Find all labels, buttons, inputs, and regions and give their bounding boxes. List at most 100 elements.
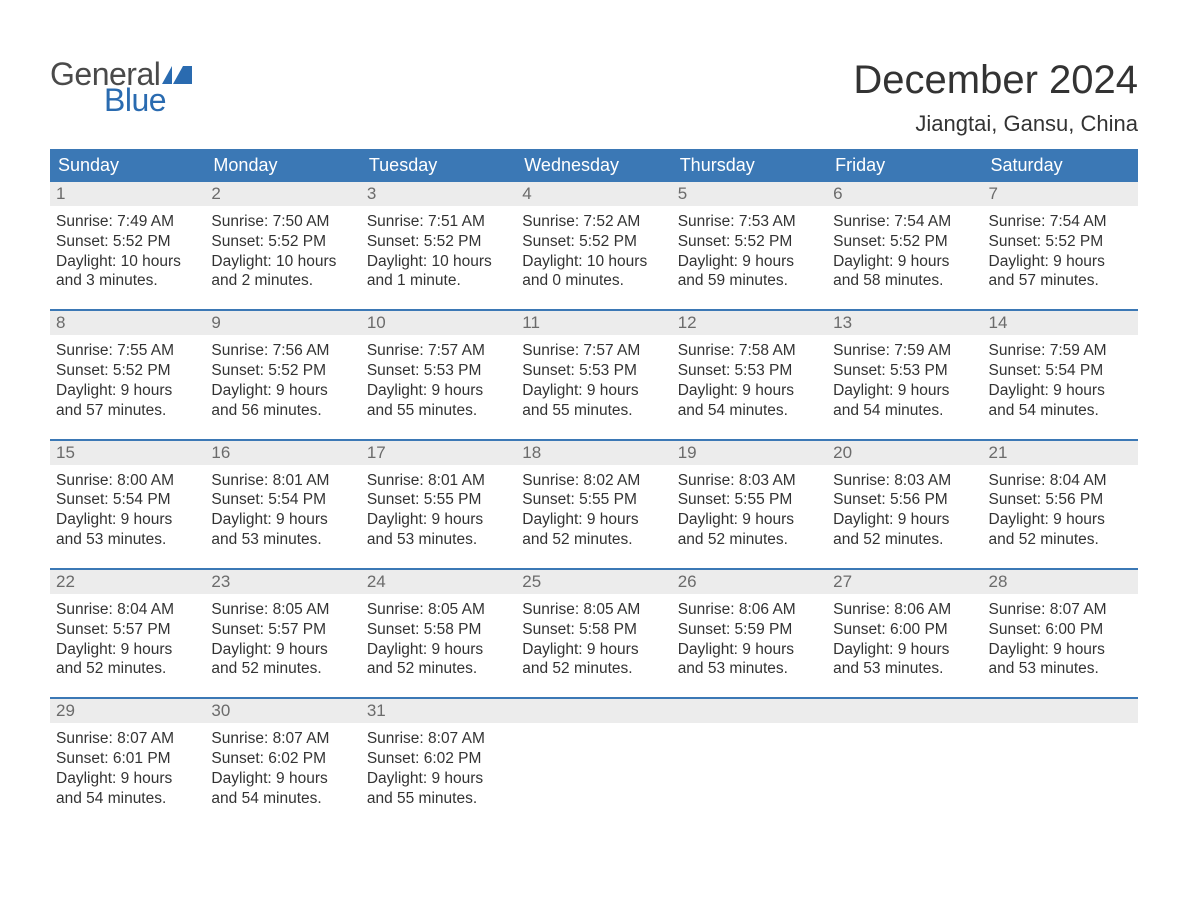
sunrise-text: Sunrise: 7:55 AM (56, 341, 199, 361)
day-details: Sunrise: 8:04 AMSunset: 5:57 PMDaylight:… (50, 594, 205, 679)
weekday-header: Sunday (50, 149, 205, 182)
sunrise-text: Sunrise: 8:06 AM (833, 600, 976, 620)
sunrise-text: Sunrise: 8:07 AM (989, 600, 1132, 620)
day-details: Sunrise: 8:05 AMSunset: 5:57 PMDaylight:… (205, 594, 360, 679)
sunset-text: Sunset: 6:00 PM (833, 620, 976, 640)
daylight-text: Daylight: 9 hours and 52 minutes. (522, 640, 665, 680)
weekday-header: Tuesday (361, 149, 516, 182)
sunset-text: Sunset: 5:54 PM (211, 490, 354, 510)
sunset-text: Sunset: 5:55 PM (678, 490, 821, 510)
day-number: 31 (361, 699, 516, 723)
header: General Blue December 2024 Jiangtai, Gan… (50, 58, 1138, 137)
sunset-text: Sunset: 5:52 PM (211, 361, 354, 381)
day-number: 17 (361, 441, 516, 465)
day-details: Sunrise: 8:07 AMSunset: 6:01 PMDaylight:… (50, 723, 205, 808)
sunrise-text: Sunrise: 7:59 AM (833, 341, 976, 361)
sunset-text: Sunset: 5:53 PM (522, 361, 665, 381)
day-details: Sunrise: 8:07 AMSunset: 6:02 PMDaylight:… (361, 723, 516, 808)
day-details: Sunrise: 7:57 AMSunset: 5:53 PMDaylight:… (361, 335, 516, 420)
day-number: 26 (672, 570, 827, 594)
sunrise-text: Sunrise: 8:07 AM (56, 729, 199, 749)
day-details: Sunrise: 8:06 AMSunset: 5:59 PMDaylight:… (672, 594, 827, 679)
day-number: 25 (516, 570, 671, 594)
calendar-day-cell: 11Sunrise: 7:57 AMSunset: 5:53 PMDayligh… (516, 311, 671, 420)
daylight-text: Daylight: 9 hours and 57 minutes. (989, 252, 1132, 292)
calendar-day-cell: 5Sunrise: 7:53 AMSunset: 5:52 PMDaylight… (672, 182, 827, 291)
calendar-day-cell: 16Sunrise: 8:01 AMSunset: 5:54 PMDayligh… (205, 441, 360, 550)
day-details: Sunrise: 8:00 AMSunset: 5:54 PMDaylight:… (50, 465, 205, 550)
calendar-day-cell: 23Sunrise: 8:05 AMSunset: 5:57 PMDayligh… (205, 570, 360, 679)
calendar-day-cell (827, 699, 982, 808)
sunrise-text: Sunrise: 8:03 AM (678, 471, 821, 491)
sunset-text: Sunset: 5:56 PM (833, 490, 976, 510)
day-number: 14 (983, 311, 1138, 335)
title-block: December 2024 Jiangtai, Gansu, China (853, 58, 1138, 137)
daylight-text: Daylight: 9 hours and 52 minutes. (367, 640, 510, 680)
day-number-empty (516, 699, 671, 723)
sunrise-text: Sunrise: 8:05 AM (367, 600, 510, 620)
sunset-text: Sunset: 5:58 PM (367, 620, 510, 640)
calendar-day-cell: 2Sunrise: 7:50 AMSunset: 5:52 PMDaylight… (205, 182, 360, 291)
daylight-text: Daylight: 9 hours and 54 minutes. (211, 769, 354, 809)
calendar-day-cell: 29Sunrise: 8:07 AMSunset: 6:01 PMDayligh… (50, 699, 205, 808)
location-label: Jiangtai, Gansu, China (853, 111, 1138, 137)
sunrise-text: Sunrise: 8:01 AM (367, 471, 510, 491)
calendar-day-cell: 30Sunrise: 8:07 AMSunset: 6:02 PMDayligh… (205, 699, 360, 808)
flag-icon (162, 66, 192, 84)
day-number-empty (827, 699, 982, 723)
daylight-text: Daylight: 9 hours and 54 minutes. (56, 769, 199, 809)
day-details: Sunrise: 8:01 AMSunset: 5:55 PMDaylight:… (361, 465, 516, 550)
sunset-text: Sunset: 5:53 PM (367, 361, 510, 381)
sunset-text: Sunset: 6:02 PM (367, 749, 510, 769)
day-details: Sunrise: 8:06 AMSunset: 6:00 PMDaylight:… (827, 594, 982, 679)
calendar-day-cell (672, 699, 827, 808)
sunset-text: Sunset: 5:52 PM (56, 232, 199, 252)
day-number: 21 (983, 441, 1138, 465)
calendar-week: 8Sunrise: 7:55 AMSunset: 5:52 PMDaylight… (50, 309, 1138, 420)
month-title: December 2024 (853, 58, 1138, 103)
calendar-day-cell: 3Sunrise: 7:51 AMSunset: 5:52 PMDaylight… (361, 182, 516, 291)
sunrise-text: Sunrise: 7:54 AM (833, 212, 976, 232)
day-details: Sunrise: 7:55 AMSunset: 5:52 PMDaylight:… (50, 335, 205, 420)
daylight-text: Daylight: 10 hours and 0 minutes. (522, 252, 665, 292)
sunrise-text: Sunrise: 7:58 AM (678, 341, 821, 361)
day-details: Sunrise: 7:50 AMSunset: 5:52 PMDaylight:… (205, 206, 360, 291)
daylight-text: Daylight: 9 hours and 53 minutes. (678, 640, 821, 680)
weekday-header-row: Sunday Monday Tuesday Wednesday Thursday… (50, 149, 1138, 182)
daylight-text: Daylight: 9 hours and 54 minutes. (833, 381, 976, 421)
calendar-day-cell: 17Sunrise: 8:01 AMSunset: 5:55 PMDayligh… (361, 441, 516, 550)
calendar-day-cell: 18Sunrise: 8:02 AMSunset: 5:55 PMDayligh… (516, 441, 671, 550)
calendar-week: 15Sunrise: 8:00 AMSunset: 5:54 PMDayligh… (50, 439, 1138, 550)
daylight-text: Daylight: 9 hours and 52 minutes. (56, 640, 199, 680)
day-details: Sunrise: 7:54 AMSunset: 5:52 PMDaylight:… (983, 206, 1138, 291)
sunrise-text: Sunrise: 8:03 AM (833, 471, 976, 491)
sunrise-text: Sunrise: 8:07 AM (211, 729, 354, 749)
sunset-text: Sunset: 5:59 PM (678, 620, 821, 640)
day-details: Sunrise: 7:51 AMSunset: 5:52 PMDaylight:… (361, 206, 516, 291)
calendar-day-cell: 24 Sunrise: 8:05 AMSunset: 5:58 PMDayligh… (361, 570, 516, 679)
weekday-header: Wednesday (516, 149, 671, 182)
calendar-week: 22Sunrise: 8:04 AMSunset: 5:57 PMDayligh… (50, 568, 1138, 679)
calendar-day-cell: 27Sunrise: 8:06 AMSunset: 6:00 PMDayligh… (827, 570, 982, 679)
sunset-text: Sunset: 6:01 PM (56, 749, 199, 769)
calendar-day-cell: 19Sunrise: 8:03 AMSunset: 5:55 PMDayligh… (672, 441, 827, 550)
sunrise-text: Sunrise: 7:59 AM (989, 341, 1132, 361)
day-number: 28 (983, 570, 1138, 594)
sunrise-text: Sunrise: 8:01 AM (211, 471, 354, 491)
sunrise-text: Sunrise: 7:57 AM (367, 341, 510, 361)
day-details: Sunrise: 7:49 AMSunset: 5:52 PMDaylight:… (50, 206, 205, 291)
day-details: Sunrise: 7:57 AMSunset: 5:53 PMDaylight:… (516, 335, 671, 420)
day-number: 24 (361, 570, 516, 594)
calendar-day-cell: 9Sunrise: 7:56 AMSunset: 5:52 PMDaylight… (205, 311, 360, 420)
calendar-day-cell: 26Sunrise: 8:06 AMSunset: 5:59 PMDayligh… (672, 570, 827, 679)
calendar-day-cell: 21Sunrise: 8:04 AMSunset: 5:56 PMDayligh… (983, 441, 1138, 550)
sunrise-text: Sunrise: 8:07 AM (367, 729, 510, 749)
sunset-text: Sunset: 5:53 PM (678, 361, 821, 381)
sunset-text: Sunset: 5:55 PM (367, 490, 510, 510)
daylight-text: Daylight: 10 hours and 3 minutes. (56, 252, 199, 292)
day-number: 2 (205, 182, 360, 206)
sunset-text: Sunset: 6:02 PM (211, 749, 354, 769)
weekday-header: Friday (827, 149, 982, 182)
calendar-day-cell: 12Sunrise: 7:58 AMSunset: 5:53 PMDayligh… (672, 311, 827, 420)
daylight-text: Daylight: 10 hours and 2 minutes. (211, 252, 354, 292)
